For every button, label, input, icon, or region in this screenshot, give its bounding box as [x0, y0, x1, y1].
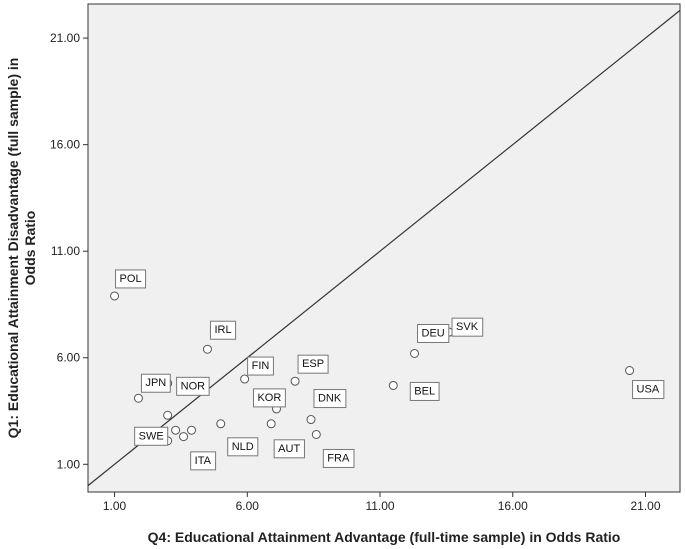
point-label-text: ESP: [302, 358, 324, 370]
point-label-text: SWE: [139, 430, 164, 442]
point-label-box: [322, 448, 355, 468]
x-axis-title: Q4: Educational Attainment Advantage (fu…: [148, 529, 621, 545]
y-tick-label: 6.00: [57, 351, 81, 365]
x-tick-label: 6.00: [236, 499, 260, 513]
point-label-box: [227, 437, 259, 457]
x-tick-label: 16.00: [498, 499, 528, 513]
reference-line-group: [87, 9, 681, 487]
data-point-bel: [388, 380, 398, 390]
y-axis-title-line-1: Q1: Educational Attainment Disadvantage …: [5, 58, 21, 439]
x-tick-label: 21.00: [630, 499, 660, 513]
point-label-box: [297, 354, 329, 374]
x-tick-label: 11.00: [365, 499, 394, 513]
point-label-box: [632, 380, 665, 400]
point-label-text: NLD: [232, 441, 254, 453]
point-label-box: [313, 389, 347, 409]
point-label-text: JPN: [145, 377, 166, 389]
point-label-kor: KOR: [252, 388, 286, 408]
point-label-esp: ESP: [297, 354, 329, 374]
point-label-fin: FIN: [247, 356, 274, 376]
data-point-nld: [216, 419, 226, 429]
y-tick-label: 21.00: [50, 31, 80, 45]
y-tick-label: 16.00: [50, 138, 80, 152]
point-label-svk: SVK: [451, 317, 484, 337]
y-axis-title: Q1: Educational Attainment Disadvantage …: [5, 58, 38, 439]
data-point-usa: [625, 366, 635, 376]
point-label-bel: BEL: [409, 381, 440, 401]
axis-ticks: 1.00 6.00 11.00 16.00 21.00 1.00 6.00 11.00 16.0…: [50, 31, 661, 513]
point-label-nor: NOR: [176, 376, 210, 396]
data-point-aut: [266, 419, 276, 429]
point-label-pol: POL: [115, 269, 147, 289]
point-label-box: [176, 376, 210, 396]
data-point-deu: [410, 348, 420, 358]
point-label-box: [409, 381, 440, 401]
point-label-text: KOR: [257, 392, 281, 404]
point-label-swe: SWE: [134, 426, 169, 446]
point-label-box: [273, 439, 305, 459]
point-label-box: [417, 323, 450, 343]
data-point: [187, 425, 197, 435]
point-label-text: POL: [120, 273, 142, 285]
point-label-text: DNK: [318, 393, 342, 405]
data-point-pol: [110, 291, 120, 301]
point-label-deu: DEU: [417, 323, 450, 343]
data-point-irl: [202, 344, 212, 354]
point-label-box: [247, 356, 274, 376]
data-point-esp: [290, 376, 300, 386]
point-label-usa: USA: [632, 380, 665, 400]
point-label-text: FIN: [252, 360, 270, 372]
point-labels: POL IRL JPN NOR FIN ESP KOR DNK SWE ITA NLD AUT FRA B…: [115, 269, 665, 471]
point-label-text: ITA: [195, 455, 212, 467]
point-label-aut: AUT: [273, 439, 305, 459]
point-label-box: [190, 451, 217, 471]
data-point-swe: [163, 410, 173, 420]
point-label-box: [252, 388, 286, 408]
data-point-fin: [240, 374, 250, 384]
point-label-jpn: JPN: [140, 373, 171, 393]
point-label-irl: IRL: [209, 320, 237, 340]
point-label-nld: NLD: [227, 437, 259, 457]
data-point-fra: [311, 429, 321, 439]
point-label-text: USA: [637, 384, 660, 396]
point-label-box: [134, 426, 169, 446]
point-label-text: AUT: [278, 443, 300, 455]
point-label-box: [451, 317, 484, 337]
reference-line-y-equals-x: [87, 9, 681, 487]
point-label-text: IRL: [214, 324, 231, 336]
data-point: [171, 425, 181, 435]
point-label-text: NOR: [181, 380, 206, 392]
point-label-box: [115, 269, 147, 289]
data-point: [179, 432, 189, 442]
point-label-ita: ITA: [190, 451, 217, 471]
point-label-box: [140, 373, 171, 393]
point-label-text: BEL: [414, 385, 435, 397]
point-label-dnk: DNK: [313, 389, 347, 409]
point-label-text: SVK: [456, 321, 479, 333]
y-tick-label: 11.00: [51, 244, 80, 258]
data-point-dnk: [306, 415, 316, 425]
y-tick-label: 1.00: [57, 457, 81, 471]
point-label-box: [209, 320, 237, 340]
data-point-jpn: [133, 393, 143, 403]
point-label-fra: FRA: [322, 448, 355, 468]
x-tick-label: 1.00: [103, 499, 127, 513]
point-label-text: FRA: [327, 452, 350, 464]
point-label-text: DEU: [422, 327, 445, 339]
y-axis-title-line-2: Odds Ratio: [22, 211, 38, 286]
